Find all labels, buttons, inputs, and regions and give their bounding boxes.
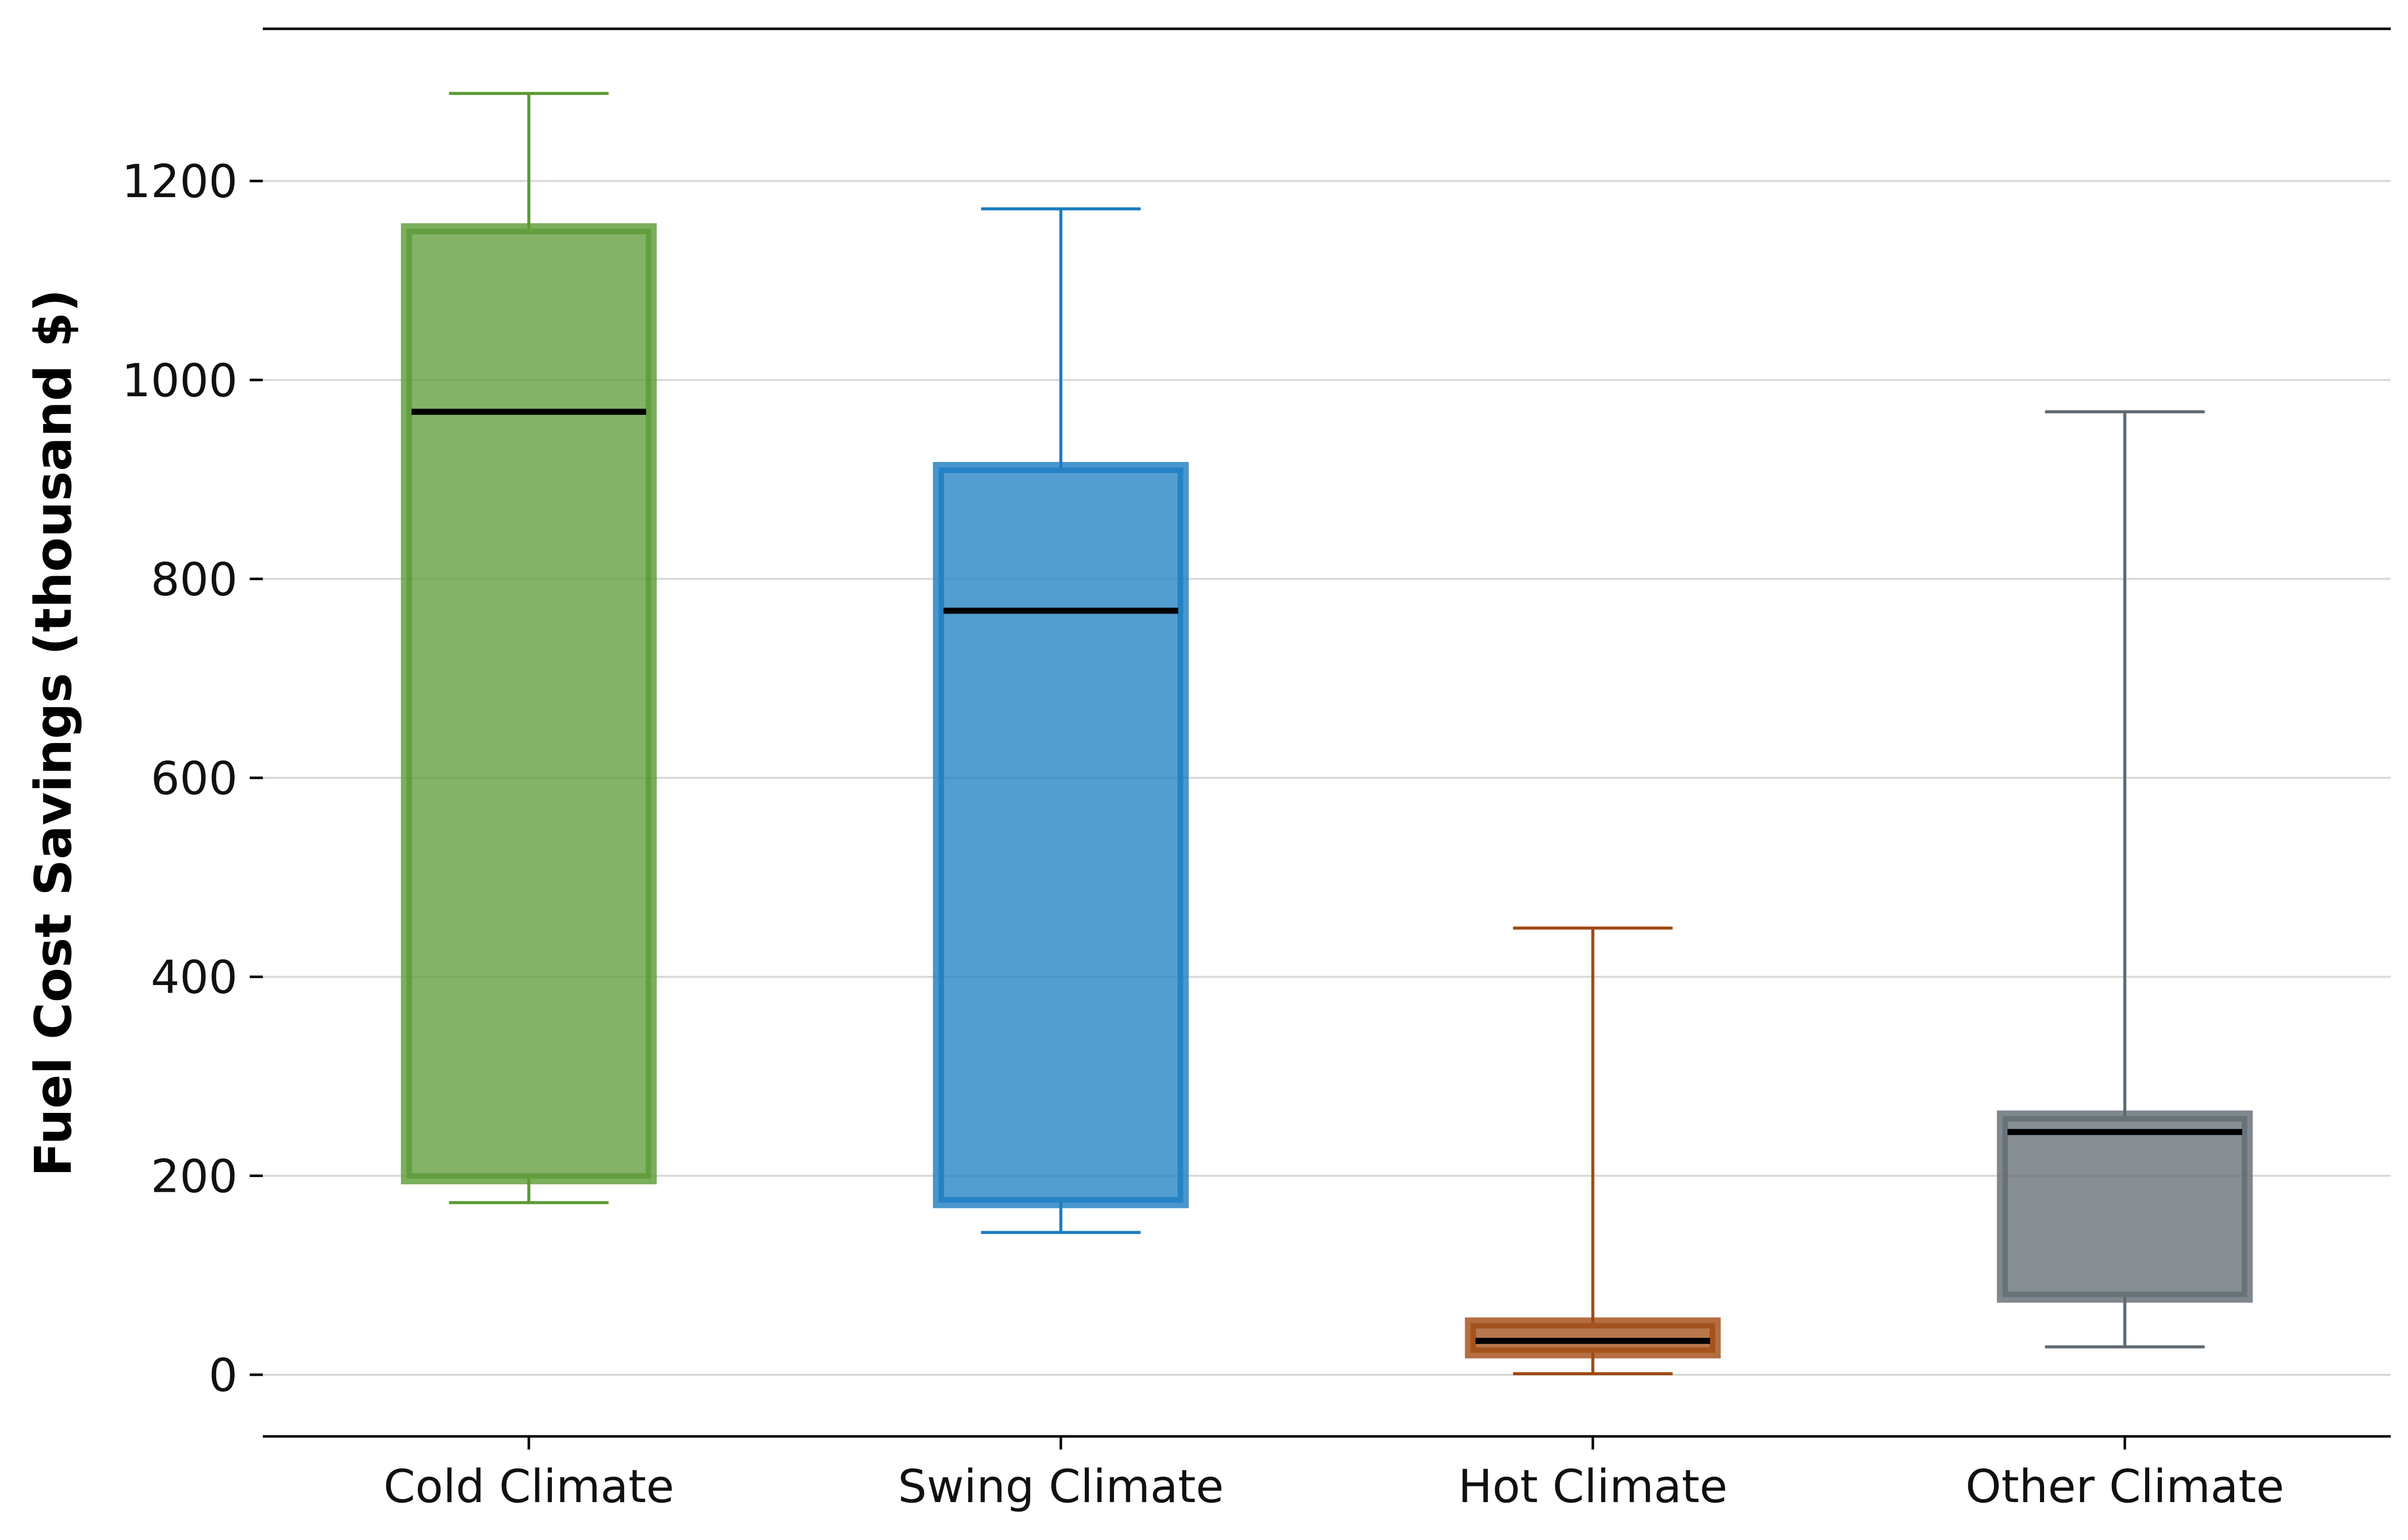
y-tick-label: 200 xyxy=(151,1150,238,1203)
boxes xyxy=(401,91,2253,1376)
box-other-climate xyxy=(1997,410,2253,1348)
tick-labels: 0 200 400 600 800 1000 1200 Cold Climate Swing C… xyxy=(122,155,2284,1513)
box-cold-climate xyxy=(401,91,657,1204)
y-tick-label: 1200 xyxy=(122,155,238,208)
y-tick-label: 600 xyxy=(151,752,238,805)
x-tick-label: Other Climate xyxy=(1966,1460,2284,1513)
y-tick-label: 400 xyxy=(151,951,238,1004)
box-iqr xyxy=(401,223,657,1185)
y-tick-label: 1000 xyxy=(122,354,238,407)
x-tick-label: Cold Climate xyxy=(384,1460,674,1513)
x-tick-label: Hot Climate xyxy=(1458,1460,1728,1513)
x-tick-label: Swing Climate xyxy=(898,1460,1224,1513)
axes xyxy=(263,27,2391,1438)
box-swing-climate xyxy=(933,207,1189,1234)
y-axis-label: Fuel Cost Savings (thousand $) xyxy=(24,289,83,1177)
box-iqr xyxy=(1997,1110,2253,1303)
box-hot-climate xyxy=(1465,926,1721,1376)
box-iqr xyxy=(933,461,1189,1208)
y-tick-label: 800 xyxy=(151,553,238,606)
y-tick-label: 0 xyxy=(209,1349,238,1402)
